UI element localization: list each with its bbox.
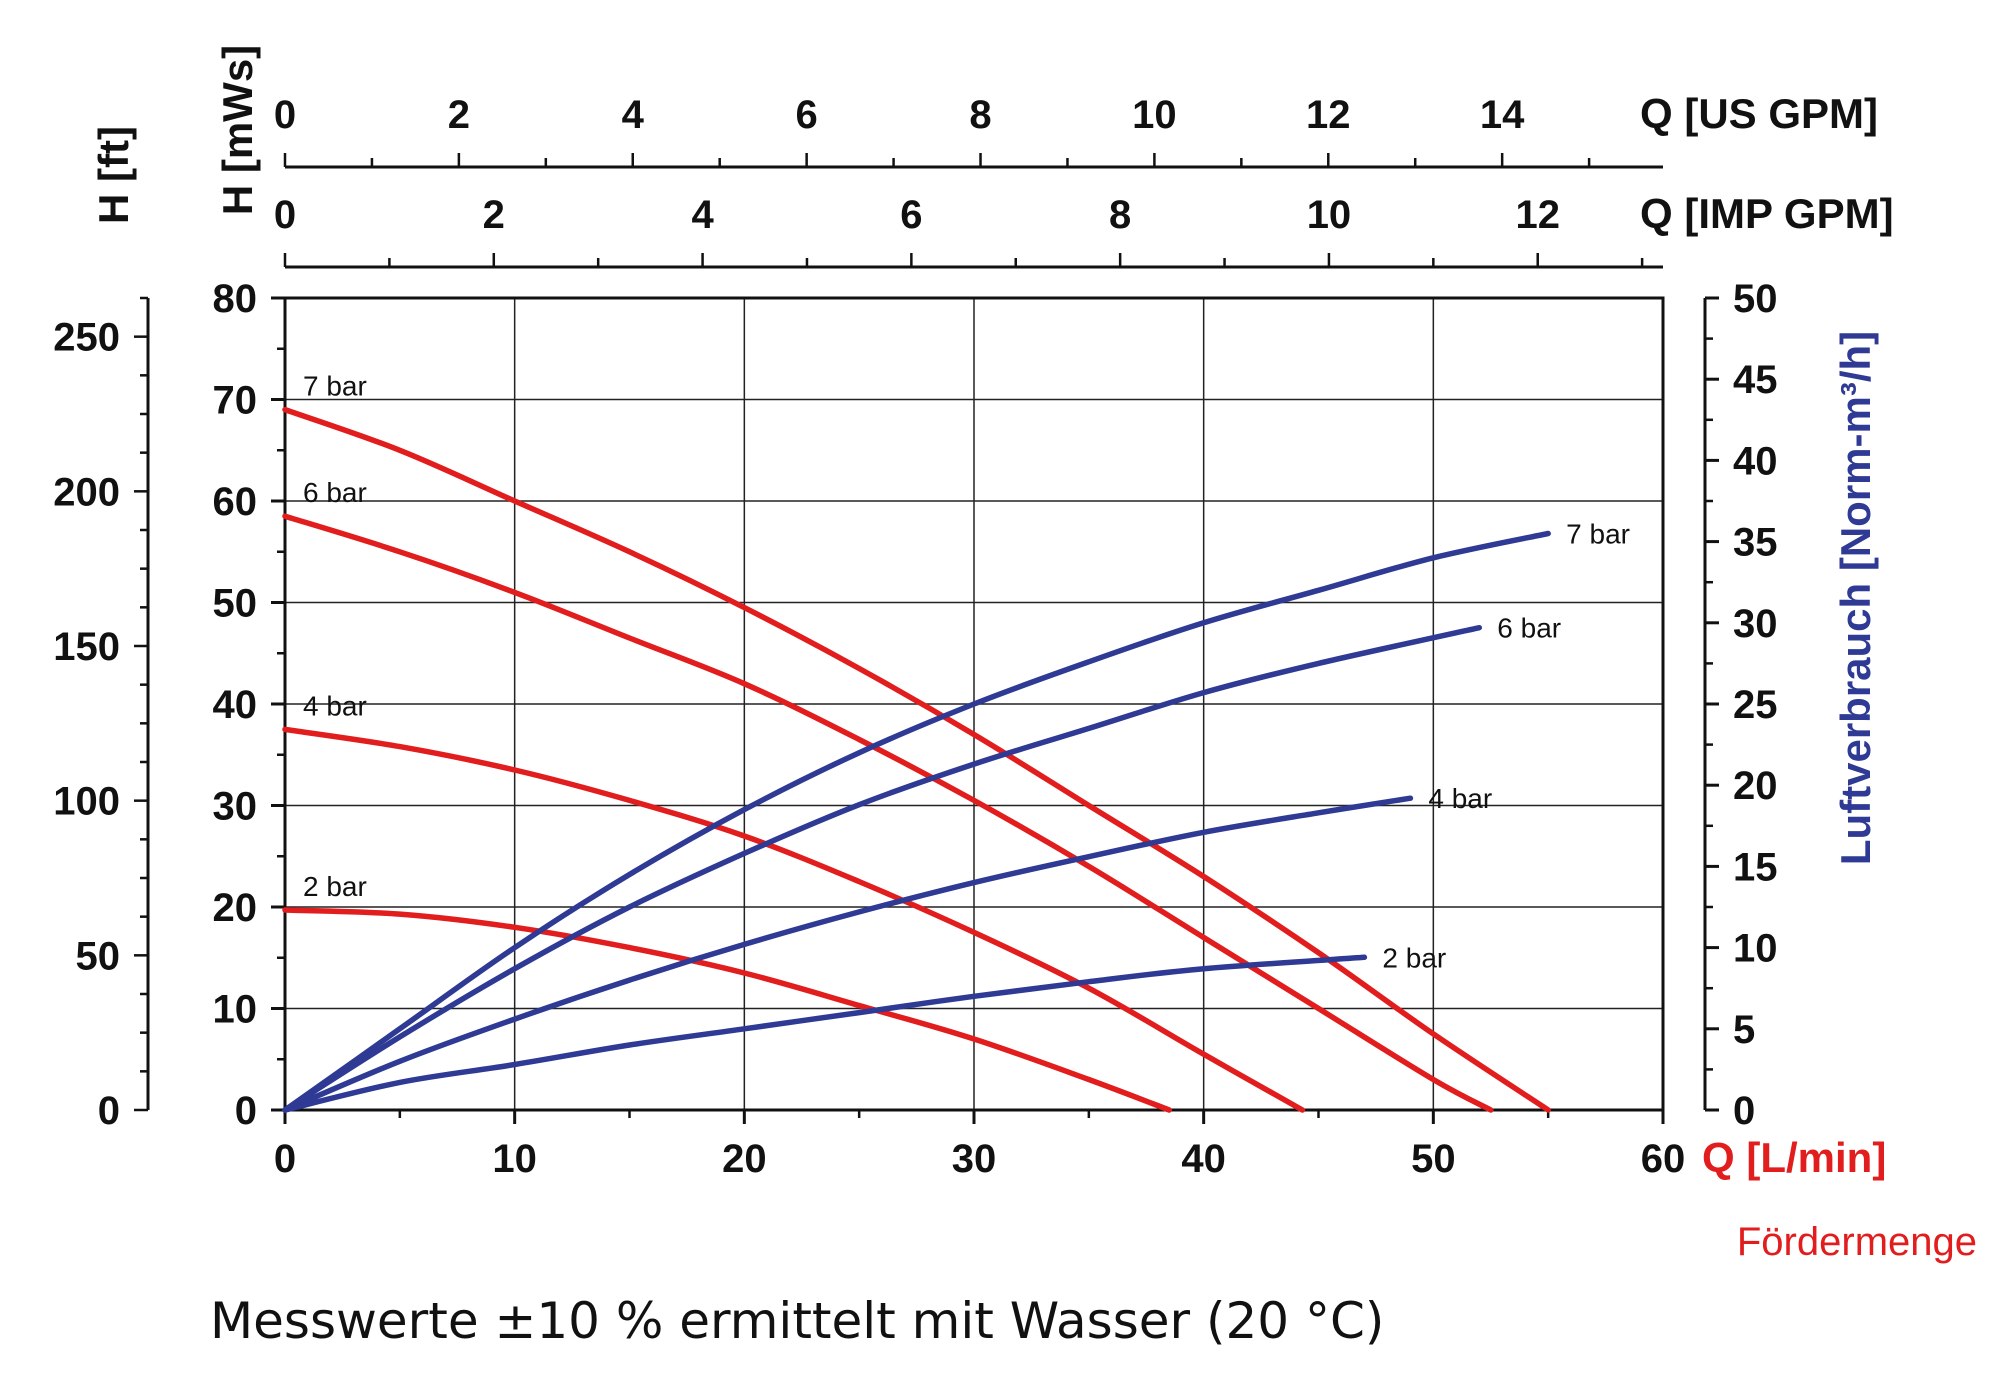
air-curve-4-bar xyxy=(282,795,1414,1113)
x-axis-title: Q [L/min] xyxy=(1702,1134,1886,1181)
top-axis-tick-label: 12 xyxy=(1515,193,1560,237)
y-tick-label: 40 xyxy=(213,683,258,727)
head-curve-2-bar xyxy=(282,907,1172,1113)
air-label-6-bar: 6 bar xyxy=(1497,613,1561,644)
x-axis-imp-title: Q [IMP GPM] xyxy=(1640,190,1894,237)
y-tick-label: 70 xyxy=(213,379,258,423)
x-tick-label: 40 xyxy=(1181,1137,1226,1181)
head-label-4-bar: 4 bar xyxy=(303,690,367,721)
plot-grid xyxy=(284,297,1664,1111)
air-tick-label: 0 xyxy=(1733,1089,1755,1133)
top-axis-tick-label: 8 xyxy=(1109,193,1131,237)
air-tick-label: 30 xyxy=(1733,602,1778,646)
air-tick-label: 45 xyxy=(1733,358,1778,402)
ft-tick-label: 150 xyxy=(53,625,120,669)
air-label-7-bar: 7 bar xyxy=(1566,518,1630,549)
top-axis-tick-label: 0 xyxy=(274,93,296,137)
head-label-6-bar: 6 bar xyxy=(303,477,367,508)
series-labels: 7 bar 6 bar 4 bar 2 bar 7 bar 6 bar 4 bar 2 bar xyxy=(303,371,1630,974)
top-axis-tick-label: 14 xyxy=(1480,93,1525,137)
air-tick-label: 10 xyxy=(1733,927,1778,971)
air-curve-2-bar xyxy=(282,954,1368,1113)
x-axis-us-gpm: 0 2 4 6 8 10 12 14 xyxy=(274,93,1663,169)
top-axis-tick-label: 2 xyxy=(448,93,470,137)
y-tick-label: 50 xyxy=(213,582,258,626)
x-tick-label: 50 xyxy=(1411,1137,1456,1181)
top-axis-tick-label: 10 xyxy=(1132,93,1177,137)
ft-tick-label: 0 xyxy=(98,1089,120,1133)
head-label-7-bar: 7 bar xyxy=(303,371,367,402)
x-tick-label: 0 xyxy=(274,1137,296,1181)
top-axis-tick-label: 6 xyxy=(900,193,922,237)
ft-tick-label: 250 xyxy=(53,316,120,360)
x-axis-subtitle: Fördermenge xyxy=(1737,1220,1977,1264)
y-axis-title: H [mWs] xyxy=(214,45,261,215)
head-label-2-bar: 2 bar xyxy=(303,871,367,902)
air-curve-6-bar xyxy=(282,624,1483,1113)
x-axis-us-title: Q [US GPM] xyxy=(1640,90,1878,137)
x-tick-label: 20 xyxy=(722,1137,767,1181)
footnote: Messwerte ±10 % ermittelt mit Wasser (20… xyxy=(210,1292,1384,1350)
x-tick-label: 60 xyxy=(1641,1137,1686,1181)
y-tick-label: 20 xyxy=(213,886,258,930)
air-tick-label: 5 xyxy=(1733,1008,1755,1052)
top-axis-tick-label: 12 xyxy=(1306,93,1351,137)
air-tick-label: 35 xyxy=(1733,521,1778,565)
ft-tick-label: 100 xyxy=(53,780,120,824)
x-tick-label: 10 xyxy=(492,1137,537,1181)
air-curve-7-bar xyxy=(282,530,1551,1113)
air-tick-label: 25 xyxy=(1733,683,1778,727)
air-tick-label: 15 xyxy=(1733,845,1778,889)
air-label-2-bar: 2 bar xyxy=(1382,942,1446,973)
y-axis-ft: 0 50 100 150 200 250 xyxy=(53,296,150,1133)
top-axis-tick-label: 8 xyxy=(969,93,991,137)
series-lines xyxy=(282,406,1551,1113)
top-axis-tick-label: 4 xyxy=(691,193,714,237)
ft-tick-label: 200 xyxy=(53,470,120,514)
top-axis-tick-label: 4 xyxy=(622,93,645,137)
x-tick-label: 30 xyxy=(952,1137,997,1181)
head-curve-4-bar xyxy=(282,726,1306,1113)
top-axis-tick-label: 10 xyxy=(1307,193,1352,237)
x-axis-lmin: 0 10 20 30 40 50 60 xyxy=(274,1110,1685,1181)
head-curve-6-bar xyxy=(282,513,1494,1113)
y-tick-label: 30 xyxy=(213,785,258,829)
top-axis-tick-label: 2 xyxy=(483,193,505,237)
y-tick-label: 0 xyxy=(235,1089,257,1133)
air-tick-label: 20 xyxy=(1733,764,1778,808)
ft-tick-label: 50 xyxy=(76,934,121,978)
y-axis-right-title: Luftverbrauch [Norm-m³/h] xyxy=(1832,331,1879,865)
air-tick-label: 50 xyxy=(1733,277,1778,321)
y-tick-label: 80 xyxy=(213,277,258,321)
air-label-4-bar: 4 bar xyxy=(1428,783,1492,814)
top-axis-tick-label: 0 xyxy=(274,193,296,237)
y-tick-label: 60 xyxy=(213,480,258,524)
x-axis-imp-gpm: 0 2 4 6 8 10 12 xyxy=(274,193,1663,269)
y-axis-ft-title: H [ft] xyxy=(90,126,137,224)
air-tick-label: 40 xyxy=(1733,439,1778,483)
top-axis-tick-label: 6 xyxy=(796,93,818,137)
y-tick-label: 10 xyxy=(213,988,258,1032)
y-axis-mws: 0 10 20 30 40 50 60 70 80 xyxy=(213,277,285,1133)
y-axis-air: 0 5 10 15 20 25 30 35 40 45 50 xyxy=(1703,277,1778,1133)
